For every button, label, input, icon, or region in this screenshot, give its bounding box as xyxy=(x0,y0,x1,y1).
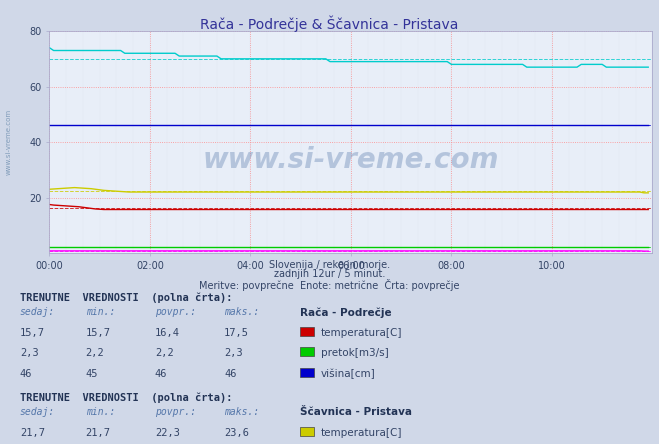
Text: pretok[m3/s]: pretok[m3/s] xyxy=(321,348,389,358)
Text: Rača - Podrečje & Ščavnica - Pristava: Rača - Podrečje & Ščavnica - Pristava xyxy=(200,16,459,32)
Text: 23,6: 23,6 xyxy=(224,428,249,438)
Text: 46: 46 xyxy=(20,369,32,379)
Text: 21,7: 21,7 xyxy=(86,428,111,438)
Text: 2,3: 2,3 xyxy=(20,348,38,358)
Text: 17,5: 17,5 xyxy=(224,328,249,338)
Text: Rača - Podrečje: Rača - Podrečje xyxy=(300,307,391,318)
Text: Meritve: povprečne  Enote: metrične  Črta: povprečje: Meritve: povprečne Enote: metrične Črta:… xyxy=(199,279,460,291)
Text: www.si-vreme.com: www.si-vreme.com xyxy=(203,146,499,174)
Text: maks.:: maks.: xyxy=(224,408,259,417)
Text: zadnjih 12ur / 5 minut.: zadnjih 12ur / 5 minut. xyxy=(273,269,386,279)
Text: temperatura[C]: temperatura[C] xyxy=(321,428,403,438)
Text: min.:: min.: xyxy=(86,307,115,317)
Text: povpr.:: povpr.: xyxy=(155,307,196,317)
Text: 2,2: 2,2 xyxy=(155,348,173,358)
Text: 15,7: 15,7 xyxy=(20,328,45,338)
Text: višina[cm]: višina[cm] xyxy=(321,369,376,379)
Text: povpr.:: povpr.: xyxy=(155,408,196,417)
Text: maks.:: maks.: xyxy=(224,307,259,317)
Text: www.si-vreme.com: www.si-vreme.com xyxy=(5,109,12,175)
Text: 16,4: 16,4 xyxy=(155,328,180,338)
Text: 21,7: 21,7 xyxy=(20,428,45,438)
Text: 46: 46 xyxy=(155,369,167,379)
Text: Ščavnica - Pristava: Ščavnica - Pristava xyxy=(300,408,412,417)
Text: 15,7: 15,7 xyxy=(86,328,111,338)
Text: 45: 45 xyxy=(86,369,98,379)
Text: 2,2: 2,2 xyxy=(86,348,104,358)
Text: temperatura[C]: temperatura[C] xyxy=(321,328,403,338)
Text: Slovenija / reke in morje.: Slovenija / reke in morje. xyxy=(269,260,390,270)
Text: TRENUTNE  VREDNOSTI  (polna črta):: TRENUTNE VREDNOSTI (polna črta): xyxy=(20,292,232,303)
Text: 22,3: 22,3 xyxy=(155,428,180,438)
Text: 2,3: 2,3 xyxy=(224,348,243,358)
Text: 46: 46 xyxy=(224,369,237,379)
Text: sedaj:: sedaj: xyxy=(20,307,55,317)
Text: sedaj:: sedaj: xyxy=(20,408,55,417)
Text: TRENUTNE  VREDNOSTI  (polna črta):: TRENUTNE VREDNOSTI (polna črta): xyxy=(20,392,232,403)
Text: min.:: min.: xyxy=(86,408,115,417)
